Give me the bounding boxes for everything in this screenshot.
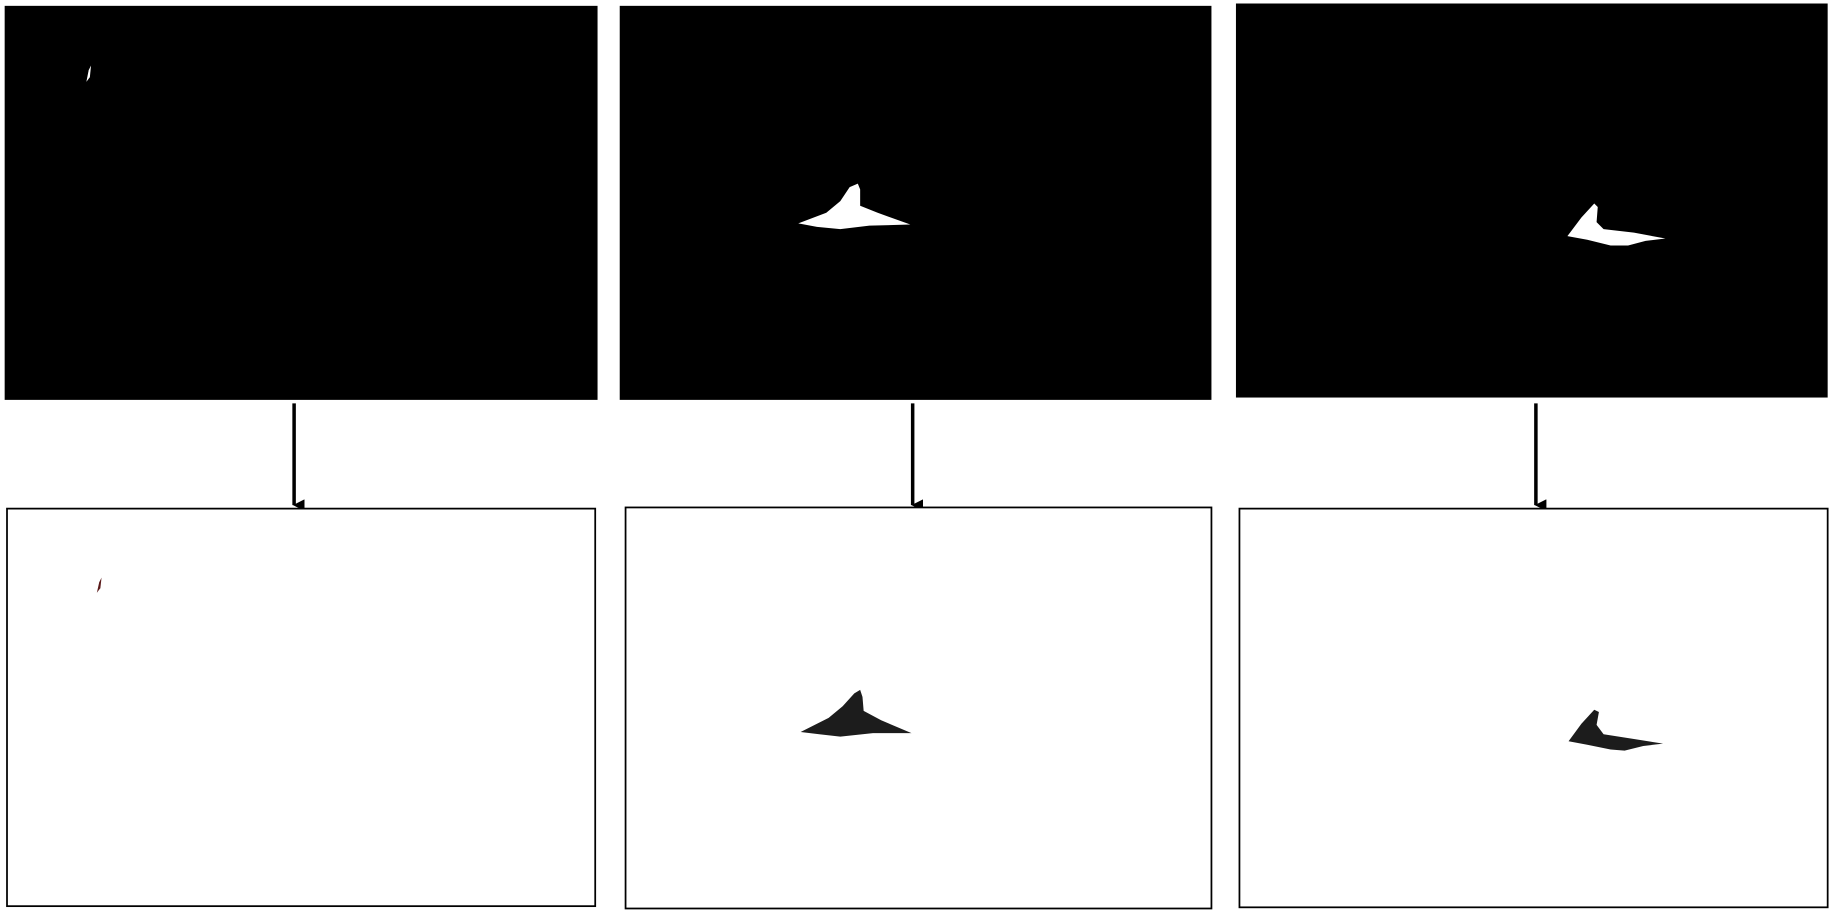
result-panel <box>6 507 597 908</box>
result-shape <box>1568 709 1664 751</box>
mask-panel <box>619 5 1212 400</box>
result-shape <box>96 577 102 593</box>
mask-panel <box>1235 3 1828 398</box>
result-panel <box>624 506 1213 910</box>
result-panel <box>1238 507 1829 909</box>
mask-shape <box>86 65 92 82</box>
mask-panel <box>4 5 598 400</box>
mask-shape <box>798 183 911 230</box>
result-shape <box>800 689 912 737</box>
mask-shape <box>1567 203 1666 246</box>
